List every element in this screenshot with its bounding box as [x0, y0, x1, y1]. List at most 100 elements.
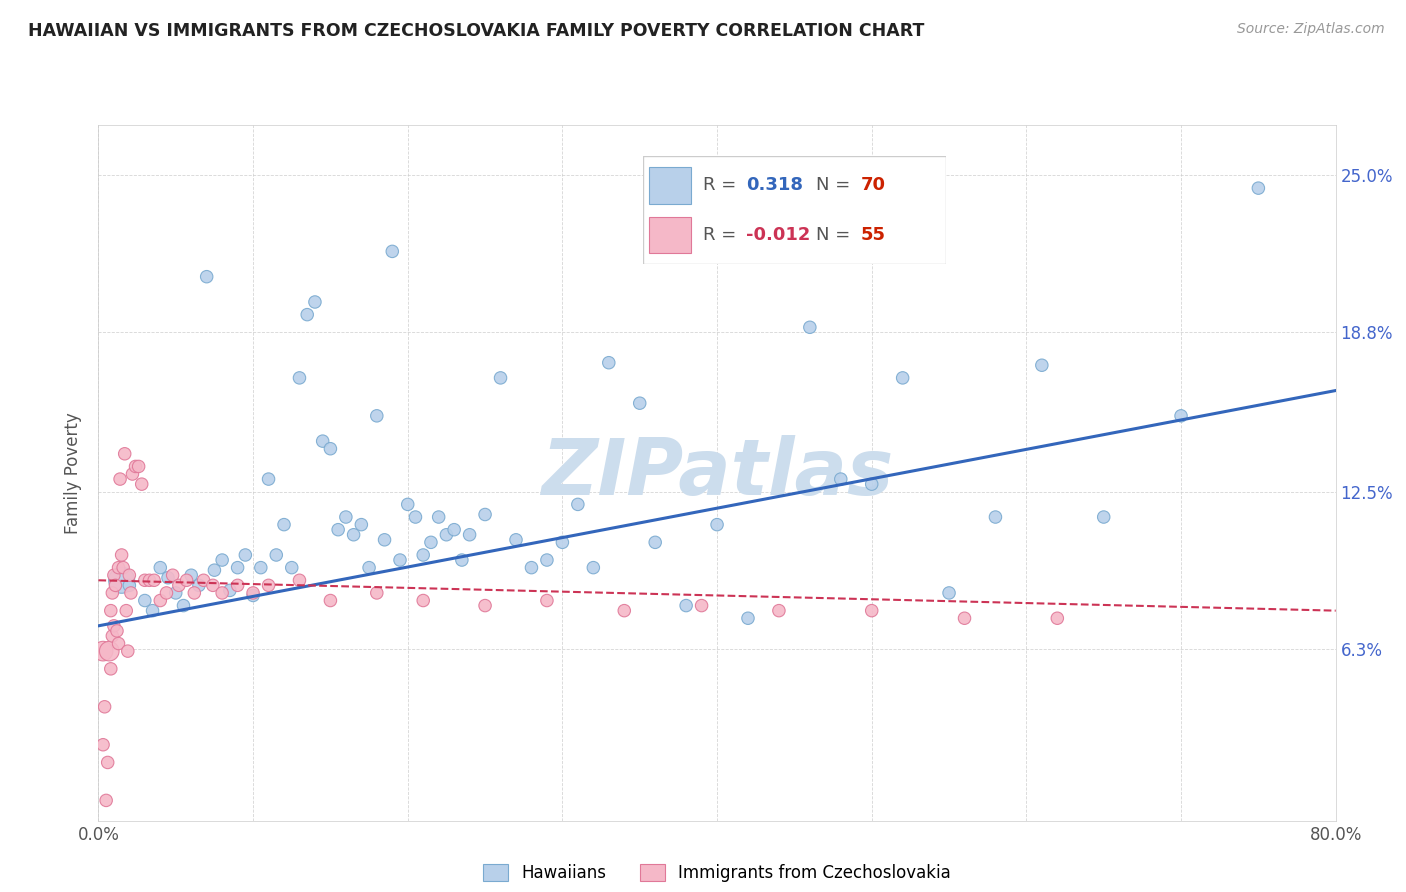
- Point: [111, 574, 134, 588]
- Point: [117, 644, 139, 658]
- Point: [193, 574, 215, 588]
- Point: [551, 535, 574, 549]
- Point: [149, 593, 172, 607]
- Point: [405, 510, 427, 524]
- Point: [690, 599, 713, 613]
- Point: [396, 497, 419, 511]
- Point: [114, 447, 136, 461]
- Point: [100, 662, 122, 676]
- Point: [138, 574, 160, 588]
- Point: [582, 560, 605, 574]
- Text: R =: R =: [703, 226, 742, 244]
- Point: [381, 244, 404, 259]
- Point: [536, 593, 558, 607]
- Point: [675, 599, 697, 613]
- Point: [91, 644, 114, 658]
- Point: [297, 308, 319, 322]
- Point: [489, 371, 512, 385]
- Point: [1092, 510, 1115, 524]
- Point: [211, 586, 233, 600]
- Point: [183, 586, 205, 600]
- Point: [450, 553, 472, 567]
- Point: [143, 574, 166, 588]
- Point: [242, 586, 264, 600]
- Point: [628, 396, 651, 410]
- Point: [567, 497, 589, 511]
- Point: [768, 249, 790, 263]
- Point: [366, 586, 388, 600]
- Point: [107, 560, 129, 574]
- Point: [157, 571, 180, 585]
- Point: [242, 589, 264, 603]
- Point: [830, 472, 852, 486]
- Point: [128, 459, 150, 474]
- Point: [536, 553, 558, 567]
- Text: -0.012: -0.012: [747, 226, 810, 244]
- Point: [173, 599, 195, 613]
- Point: [281, 560, 304, 574]
- Point: [312, 434, 335, 449]
- Point: [211, 553, 233, 567]
- Y-axis label: Family Poverty: Family Poverty: [65, 412, 83, 533]
- Point: [706, 517, 728, 532]
- Point: [374, 533, 396, 547]
- Point: [412, 593, 434, 607]
- Text: 70: 70: [860, 177, 886, 194]
- Point: [167, 578, 190, 592]
- Point: [118, 578, 141, 592]
- Point: [195, 269, 218, 284]
- Point: [219, 583, 242, 598]
- Point: [436, 527, 458, 541]
- Point: [101, 629, 124, 643]
- Point: [257, 578, 280, 592]
- Point: [1031, 358, 1053, 372]
- Point: [343, 527, 366, 541]
- Point: [226, 560, 249, 574]
- Point: [458, 527, 481, 541]
- Point: [474, 599, 496, 613]
- Point: [97, 756, 120, 770]
- Point: [644, 535, 666, 549]
- Point: [104, 578, 127, 592]
- Point: [737, 611, 759, 625]
- Point: [891, 371, 914, 385]
- Text: R =: R =: [703, 177, 742, 194]
- Point: [101, 586, 124, 600]
- Point: [335, 510, 357, 524]
- Point: [103, 619, 125, 633]
- Point: [107, 636, 129, 650]
- Point: [860, 604, 883, 618]
- Point: [120, 586, 142, 600]
- Point: [176, 574, 198, 588]
- Point: [860, 477, 883, 491]
- Point: [288, 574, 311, 588]
- Point: [142, 604, 165, 618]
- Point: [100, 604, 122, 618]
- Point: [105, 624, 128, 638]
- Point: [520, 560, 543, 574]
- Point: [1046, 611, 1069, 625]
- Point: [131, 477, 153, 491]
- Text: HAWAIIAN VS IMMIGRANTS FROM CZECHOSLOVAKIA FAMILY POVERTY CORRELATION CHART: HAWAIIAN VS IMMIGRANTS FROM CZECHOSLOVAK…: [28, 22, 925, 40]
- Point: [326, 523, 350, 537]
- Point: [155, 586, 177, 600]
- Point: [103, 568, 125, 582]
- Point: [319, 442, 342, 456]
- Point: [938, 586, 960, 600]
- Point: [273, 517, 295, 532]
- Point: [188, 578, 211, 592]
- Point: [118, 568, 141, 582]
- Point: [115, 604, 138, 618]
- Point: [149, 560, 172, 574]
- Point: [91, 738, 114, 752]
- Point: [1247, 181, 1270, 195]
- Point: [112, 560, 135, 574]
- Point: [226, 578, 249, 592]
- Point: [124, 459, 146, 474]
- Point: [505, 533, 527, 547]
- Bar: [650, 167, 692, 203]
- Text: N =: N =: [815, 177, 856, 194]
- Legend: Hawaiians, Immigrants from Czechoslovakia: Hawaiians, Immigrants from Czechoslovaki…: [484, 863, 950, 882]
- Point: [350, 517, 373, 532]
- Point: [162, 568, 184, 582]
